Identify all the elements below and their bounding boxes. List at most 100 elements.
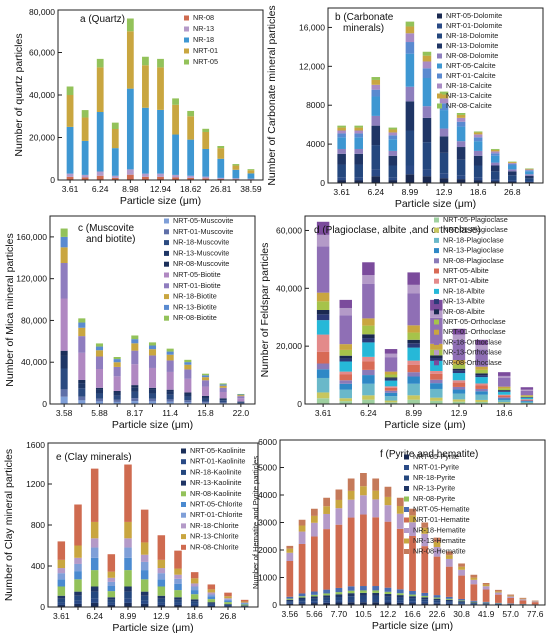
chart-d-bar-segment [452,368,466,371]
chart-e-y-tick-label: 0 [40,602,45,612]
chart-e-bar-segment [207,594,216,597]
chart-c-bar-segment [201,386,210,396]
chart-d-bar-segment [362,375,375,384]
chart-c-bar-segment [78,383,86,389]
chart-a-bar-segment [157,109,164,174]
chart-f-bar-segment [482,586,490,590]
chart-f-bar-segment [445,558,453,567]
chart-e-bar-segment [174,590,182,598]
chart-f-bar-segment [396,602,404,605]
chart-f-bar-segment [445,601,453,603]
chart-e-legend-label: NR-13-Chlorite [190,532,239,541]
chart-f-bar-segment [445,596,453,599]
chart-f-bar-segment [347,517,355,587]
chart-d-bar-segment [475,394,488,400]
chart-b-bar-segment [456,117,466,122]
chart-f-y-tick-label: 3000 [258,518,277,528]
chart-c-bar-segment [60,247,68,263]
chart-b-bar-segment [473,155,483,166]
chart-f-bar-segment [409,515,416,523]
chart-b-bar-segment [490,179,500,182]
chart-e-bar-segment [140,591,149,596]
chart-d-bar-segment [452,364,466,369]
chart-d-bar-segment [430,400,443,404]
chart-e-x-tick-label: 26.8 [220,611,237,621]
chart-b-bar-segment [371,96,381,116]
chart-d-bar-segment [520,401,534,404]
chart-d-bar-segment [475,349,488,367]
chart-f-legend-swatch [404,486,409,491]
chart-d-bar-segment [384,377,398,379]
chart-f-bar-segment [323,600,330,603]
chart-f-x-tick-label: 7.70 [331,609,348,619]
chart-d-bar-segment [475,339,488,345]
chart-b-bar-segment [473,134,483,138]
chart-f-legend-label: NR-18-Pyrite [413,473,455,482]
chart-c-bar-segment [166,354,174,361]
chart-c-bar-segment [78,400,86,404]
chart-d-legend-label: NRT-01-Albite [443,276,489,285]
chart-e-bar-segment [190,578,199,584]
chart-a-bar-segment [187,139,195,176]
chart-e-bar-segment [240,602,249,603]
chart-e-bar-segment [140,542,149,555]
chart-d-bar-segment [362,361,375,370]
chart-a-legend-swatch [184,48,189,54]
chart-b-bar-segment [371,145,381,170]
chart-b-bar-segment [405,53,415,87]
chart-b-bar-segment [337,177,346,181]
chart-f-bar-segment [310,508,318,516]
chart-e-bar-segment [157,602,166,605]
chart-c-bar-segment [131,385,139,388]
chart-f-x-tick-label: 41.9 [478,609,495,619]
chart-c-bar-segment [184,364,192,370]
chart-e-bar-segment [140,554,149,562]
chart-e-bar-segment [240,599,249,602]
chart-c-legend-label: NRT-05-Biotite [173,270,221,279]
chart-e-bar-segment [107,602,116,605]
chart-f-x-tick-label: 3.56 [282,609,299,619]
chart-c-bar-segment [60,236,68,248]
chart-d-bar-segment [475,388,488,392]
chart-a-legend-label: NR-13 [193,24,214,33]
chart-c-legend-label: NR-18-Muscovite [173,238,229,247]
chart-d-bar-segment [407,347,420,361]
chart-d-bar-segment [452,393,466,400]
chart-f-bar-segment [360,586,367,591]
chart-e-bar-segment [57,602,66,605]
chart-b-bar-segment [354,164,363,178]
chart-c-bar-segment [219,385,227,388]
chart-a-bar-segment [232,178,240,180]
chart-c-bar-segment [219,398,227,401]
chart-a-bar-segment [202,178,210,180]
chart-f-bar-segment [482,584,490,587]
chart-f-bar-segment [396,597,404,601]
chart-d-y-axis-title: Number of Feldspar particles [259,243,271,378]
chart-b-legend-label: NR-08-Dolomite [446,51,498,60]
chart-e-bar-segment [57,559,66,569]
chart-c-y-tick-label: 160,000 [16,232,47,242]
chart-a-y-axis-title: Number of quartz particles [13,33,25,156]
chart-f-bar-segment [531,601,539,603]
chart-e-bar-segment [224,604,232,605]
chart-c-bar-segment [60,228,68,237]
chart-d-bar-segment [498,399,511,403]
chart-a-bar-segment [172,98,179,105]
chart-f-bar-segment [409,594,416,597]
chart-d-bar-segment [407,325,420,333]
chart-b-bar-segment [405,174,415,183]
chart-c-bar-segment [166,401,174,404]
chart-f-y-tick-label: 2000 [258,545,277,555]
chart-b-bar-segment [388,132,398,136]
chart-c-bar-segment [95,401,104,404]
chart-d-bar-segment [452,380,466,383]
chart-b-bar-segment [405,33,415,43]
chart-c-bar-segment [78,318,86,323]
chart-c-bar-segment [131,398,139,402]
chart-f-legend-swatch [404,517,409,523]
chart-f-bar-segment [470,603,478,604]
chart-f-bar-segment [286,601,294,603]
chart-e-legend-label: NR-08-Kaolinite [190,489,242,498]
chart-e-bar-segment [240,604,249,606]
chart-b-bar-segment [422,51,432,56]
